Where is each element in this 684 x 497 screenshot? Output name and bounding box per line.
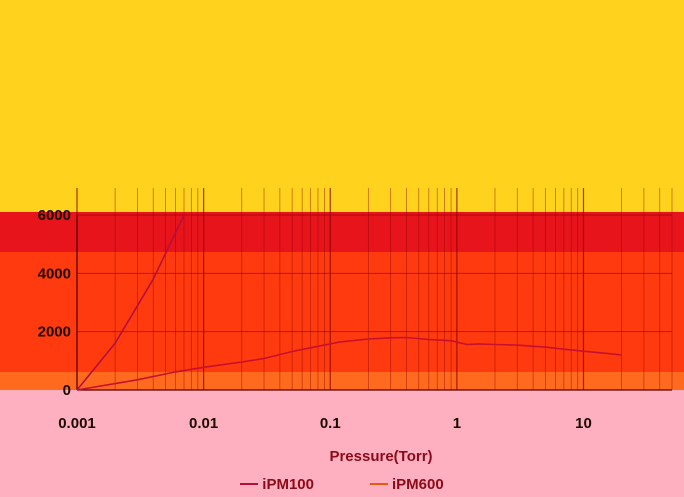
x-tick-label: 0.01: [189, 415, 218, 432]
grid: [76, 188, 673, 391]
axis-band: [0, 372, 684, 390]
tick-labels: 0 2000 4000 6000 0.001 0.01 0.1 1 10: [38, 207, 592, 432]
legend-item-iPM600: iPM600: [370, 476, 444, 493]
plot-band-lower: [0, 252, 684, 372]
x-tick-label: 1: [453, 415, 461, 432]
series-line-iPM100: [76, 214, 185, 391]
y-tick-label: 0: [63, 382, 71, 399]
x-tick-label: 0.001: [58, 415, 96, 432]
legend-label-iPM100: iPM100: [262, 475, 314, 493]
y-tick-label: 4000: [38, 265, 71, 282]
legend-label-iPM600: iPM600: [392, 475, 444, 493]
x-tick-label: 10: [575, 415, 592, 432]
legend-swatch-iPM100: [240, 483, 259, 485]
x-axis-title: Pressure(Torr): [329, 448, 432, 465]
legend: iPM100 iPM600: [0, 472, 684, 496]
series-line-iPM600: [76, 336, 622, 391]
legend-item-iPM100: iPM100: [240, 476, 314, 493]
series-layer: [76, 214, 622, 391]
bottom-band: [0, 390, 684, 497]
y-tick-label: 6000: [38, 207, 71, 224]
plot-band-upper: [0, 212, 684, 252]
legend-swatch-iPM600: [370, 483, 388, 485]
y-tick-label: 2000: [38, 324, 71, 341]
x-tick-label: 0.1: [320, 415, 341, 432]
top-band: [0, 0, 684, 212]
